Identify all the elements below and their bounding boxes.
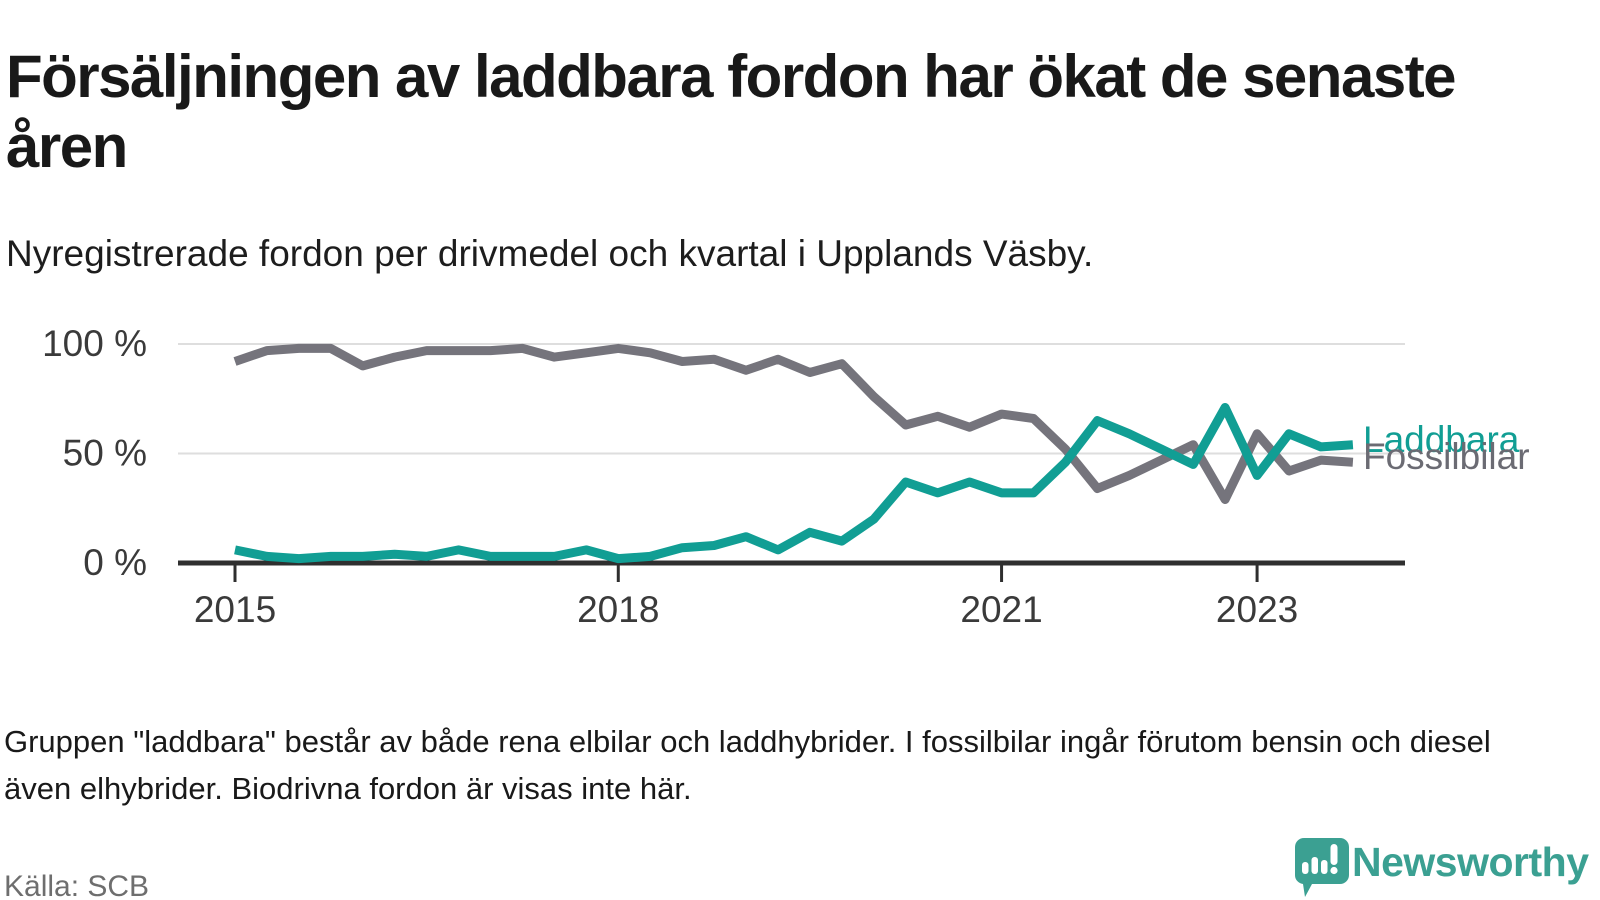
y-tick-label-100: 100 % xyxy=(42,323,147,364)
logo-bar-3 xyxy=(1321,860,1328,874)
chart-footnote: Gruppen "laddbara" består av både rena e… xyxy=(4,724,1491,806)
page-title: Försäljningen av laddbara fordon har öka… xyxy=(6,43,1457,181)
y-tick-label-50: 50 % xyxy=(63,433,147,474)
newsworthy-logo: Newsworthy xyxy=(1290,836,1596,900)
newsworthy-wordmark: Newsworthy xyxy=(1352,839,1589,885)
x-tick-label-2021: 2021 xyxy=(960,589,1042,630)
x-tick-label-2018: 2018 xyxy=(577,589,659,630)
series-label-laddbara: Laddbara xyxy=(1363,419,1520,460)
logo-bar-2 xyxy=(1311,857,1318,874)
logo-exclamation-dot xyxy=(1330,866,1338,875)
chart-subtitle: Nyregistrerade fordon per drivmedel och … xyxy=(6,233,1094,274)
x-tick-label-2023: 2023 xyxy=(1216,589,1298,630)
series-line-laddbara xyxy=(234,403,1354,564)
series-label-fossilbilar: Fossilbilar xyxy=(1363,436,1530,477)
newsworthy-logo-icon xyxy=(1294,838,1349,897)
y-tick-label-0: 0 % xyxy=(83,542,147,583)
source-caption: Källa: SCB xyxy=(4,870,150,900)
x-tick-label-2015: 2015 xyxy=(194,589,276,630)
logo-bar-1 xyxy=(1302,862,1309,874)
logo-exclamation-bar xyxy=(1330,844,1338,865)
series-line-fossilbilar xyxy=(233,343,1354,504)
